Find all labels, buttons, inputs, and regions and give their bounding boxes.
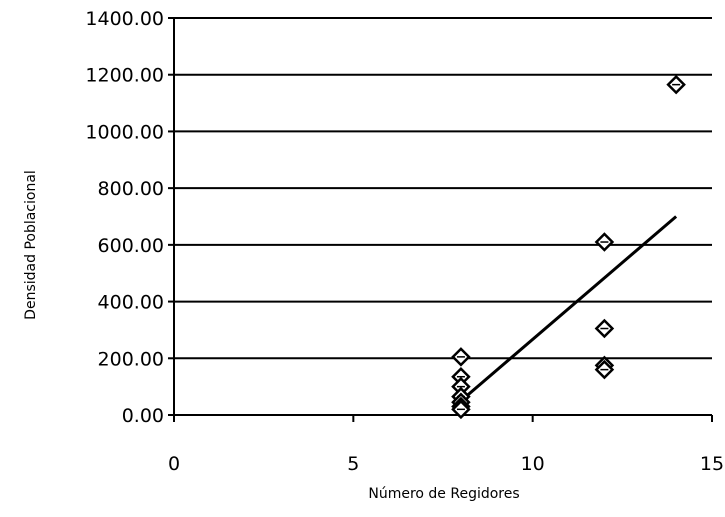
data-point-6: [451, 399, 471, 420]
axes: [168, 17, 713, 422]
data-point-10: [594, 359, 615, 380]
y-tick-label-7: 1400.00: [85, 8, 164, 30]
x-tick-label-1: 5: [347, 453, 359, 475]
trendline: [459, 215, 678, 402]
x-tick-label-0: 0: [168, 453, 180, 475]
y-tick-label-4: 800.00: [98, 178, 164, 200]
data-point-8: [594, 318, 615, 339]
x-axis-title: Número de Regidores: [368, 486, 519, 502]
trendline-group: [459, 215, 678, 402]
data-point-0: [451, 347, 471, 367]
y-tick-label-1: 200.00: [98, 348, 164, 370]
gridlines: [174, 17, 712, 360]
y-tick-label-5: 1000.00: [85, 121, 164, 143]
y-tick-label-2: 400.00: [98, 292, 164, 314]
y-tick-label-0: 0.00: [122, 405, 164, 427]
data-point-7: [594, 232, 615, 252]
tick-labels: 0.00 200.00 400.00 600.00 800.00 1000.00 1200.…: [85, 8, 724, 475]
y-tick-label-3: 600.00: [98, 235, 164, 257]
x-tick-label-3: 15: [700, 453, 724, 475]
data-point-11: [666, 74, 686, 95]
data-points: [451, 74, 686, 420]
x-tick-label-2: 10: [521, 453, 545, 475]
y-axis-title: Densidad Poblacional: [23, 170, 39, 320]
y-tick-label-6: 1200.00: [85, 65, 164, 87]
